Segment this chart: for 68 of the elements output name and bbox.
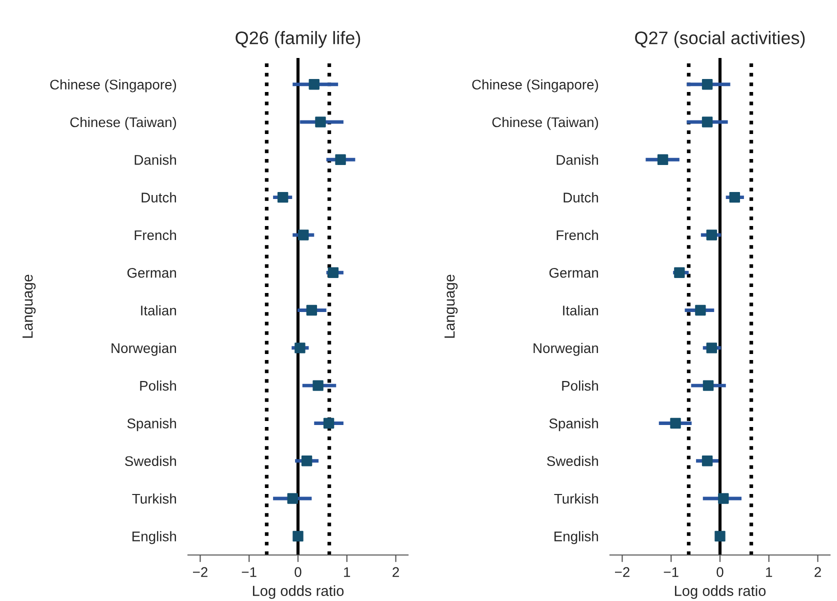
point xyxy=(702,79,713,90)
point xyxy=(312,380,324,391)
y-tick-label: Norwegian xyxy=(534,342,598,356)
point xyxy=(706,342,718,354)
y-tick-label: German xyxy=(127,268,176,278)
point xyxy=(702,116,713,128)
point xyxy=(714,530,726,542)
y-tick-label: Danish xyxy=(556,154,598,165)
point xyxy=(718,493,729,504)
x-tick-label: −2 xyxy=(192,567,208,577)
point xyxy=(277,192,288,203)
y-tick-label: Spanish xyxy=(549,418,598,432)
point xyxy=(298,230,309,240)
point xyxy=(287,493,298,504)
y-tick-label: Chinese (Taiwan) xyxy=(70,116,176,130)
point xyxy=(315,116,326,128)
point xyxy=(328,267,339,278)
x-tick-label: −2 xyxy=(614,567,630,577)
y-tick-label: Chinese (Taiwan) xyxy=(492,116,598,130)
x-tick-label: 2 xyxy=(392,567,399,577)
y-tick-label: Turkish xyxy=(554,493,598,504)
y-tick-label: German xyxy=(549,268,598,278)
y-tick-label: Italian xyxy=(141,305,176,316)
y-tick-label: Italian xyxy=(563,305,598,316)
y-tick-label: Turkish xyxy=(132,493,176,504)
y-tick-label: French xyxy=(556,230,598,240)
chart-title: Q27 (social activities) xyxy=(635,31,805,48)
x-tick-label: 2 xyxy=(814,567,821,577)
point xyxy=(657,154,668,166)
y-axis-title: Language xyxy=(22,274,36,338)
chart-title: Q26 (family life) xyxy=(236,31,360,48)
y-tick-label: Swedish xyxy=(547,456,598,466)
y-tick-label: Dutch xyxy=(564,192,598,202)
point xyxy=(670,418,681,429)
y-tick-label: Polish xyxy=(562,380,598,391)
x-tick-label: −1 xyxy=(242,567,256,577)
y-tick-label: English xyxy=(132,531,176,544)
point xyxy=(702,456,713,466)
y-tick-label: Spanish xyxy=(127,418,176,432)
point xyxy=(335,154,346,166)
point xyxy=(306,304,318,316)
point xyxy=(294,342,306,354)
y-tick-label: Polish xyxy=(140,380,176,391)
x-tick-label: 1 xyxy=(344,567,350,577)
y-tick-label: English xyxy=(554,531,598,544)
x-axis-title: Log odds ratio xyxy=(674,585,766,599)
y-tick-label: Swedish xyxy=(125,456,176,466)
y-tick-label: Chinese (Singapore) xyxy=(50,79,176,92)
point xyxy=(695,304,706,316)
x-tick-label: 1 xyxy=(766,567,772,577)
point xyxy=(308,79,320,90)
x-axis-title: Log odds ratio xyxy=(252,585,344,599)
y-axis-title: Language xyxy=(444,274,458,338)
point xyxy=(301,456,312,466)
point xyxy=(292,530,304,542)
point xyxy=(729,192,740,203)
x-tick-label: 0 xyxy=(294,567,302,578)
y-tick-label: Norwegian xyxy=(112,342,176,356)
y-tick-label: Chinese (Singapore) xyxy=(472,79,598,92)
point xyxy=(706,230,718,240)
point xyxy=(674,267,685,278)
x-tick-label: −1 xyxy=(664,567,678,577)
y-tick-label: Dutch xyxy=(142,192,176,202)
point xyxy=(702,380,714,391)
y-tick-label: French xyxy=(134,230,176,240)
point xyxy=(323,418,334,429)
y-tick-label: Danish xyxy=(134,154,176,165)
x-tick-label: 0 xyxy=(716,567,724,578)
